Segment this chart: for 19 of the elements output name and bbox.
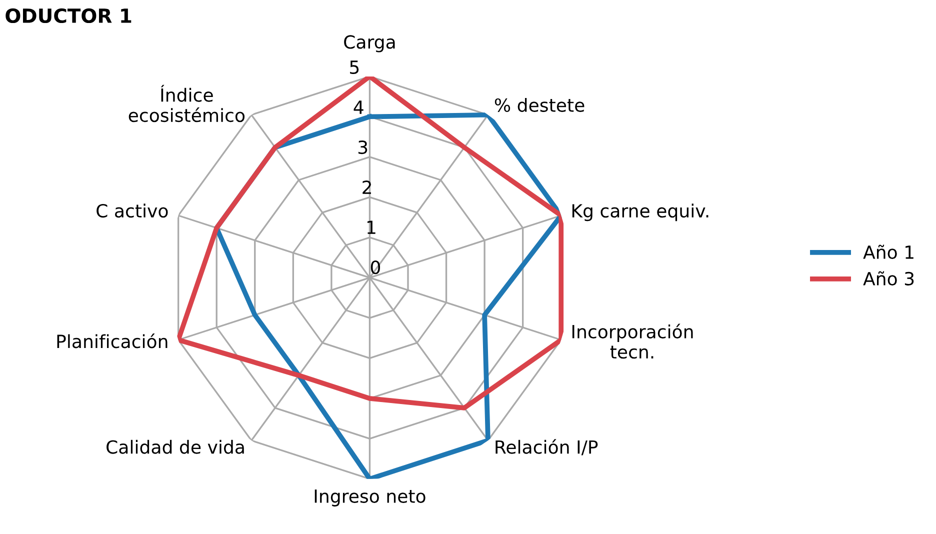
y-tick-label: 1 bbox=[367, 220, 376, 234]
y-tick-label: 2 bbox=[362, 180, 371, 194]
spoke-label: Índice ecosistémico bbox=[128, 84, 245, 122]
y-tick-label: 3 bbox=[358, 140, 368, 154]
spoke-label: % destete bbox=[494, 98, 584, 112]
spoke-label: Kg carne equiv. bbox=[572, 204, 708, 222]
legend-label: Año 3 bbox=[863, 271, 914, 286]
y-tick-label: 4 bbox=[354, 100, 364, 114]
spoke-label: Incorporación tecn. bbox=[572, 324, 693, 359]
y-tick-label: 0 bbox=[370, 260, 380, 274]
spoke-label: Ingreso neto bbox=[314, 490, 426, 506]
y-tick-label: 5 bbox=[350, 60, 359, 74]
spoke-label: Planificación bbox=[57, 334, 168, 348]
spoke-label: C activo bbox=[96, 204, 168, 218]
spoke-label: Carga bbox=[344, 35, 395, 52]
legend-label: Año 1 bbox=[863, 244, 914, 259]
spoke-label: Relación I/P bbox=[496, 439, 598, 456]
spoke-label: Calidad de vida bbox=[106, 440, 244, 454]
chart-title: ODUCTOR 1 bbox=[6, 8, 132, 24]
